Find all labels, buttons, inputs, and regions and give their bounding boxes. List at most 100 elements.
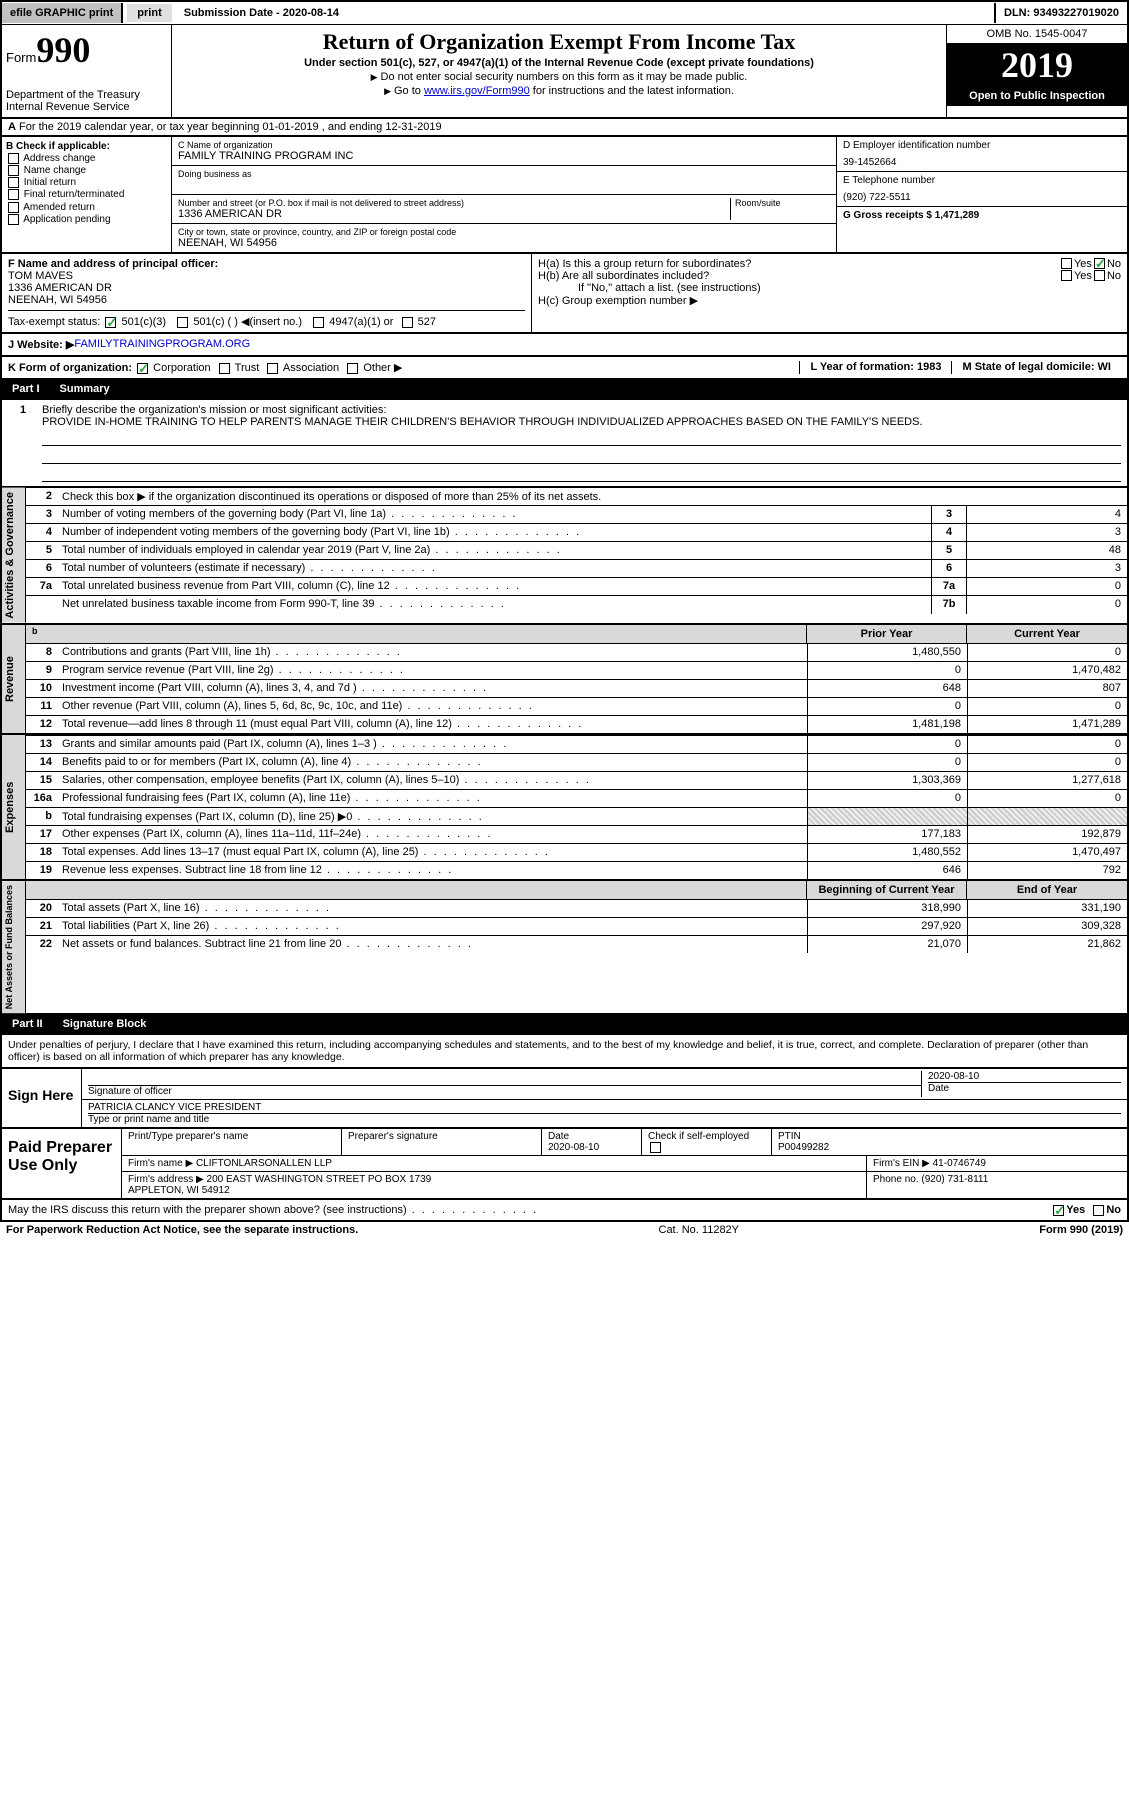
discuss-yes[interactable]: [1053, 1205, 1064, 1216]
table-row: 20Total assets (Part X, line 16)318,9903…: [26, 899, 1127, 917]
row-k: K Form of organization: Corporation Trus…: [0, 357, 1129, 380]
table-row: 9Program service revenue (Part VIII, lin…: [26, 661, 1127, 679]
hc-group-exemption: H(c) Group exemption number ▶: [538, 294, 1121, 307]
b-check-item: Initial return: [6, 177, 167, 188]
website-link[interactable]: FAMILYTRAININGPROGRAM.ORG: [74, 338, 250, 351]
irs-link[interactable]: www.irs.gov/Form990: [424, 85, 530, 97]
efile-label: efile GRAPHIC print: [2, 3, 123, 23]
mission-text: PROVIDE IN-HOME TRAINING TO HELP PARENTS…: [42, 416, 923, 428]
dba-label: Doing business as: [178, 169, 830, 179]
form-footer: Form 990 (2019): [1039, 1224, 1123, 1236]
table-row: 17Other expenses (Part IX, column (A), l…: [26, 825, 1127, 843]
signature-declaration: Under penalties of perjury, I declare th…: [0, 1035, 1129, 1069]
firm-phone: (920) 731-8111: [921, 1174, 988, 1185]
irs-label: Internal Revenue Service: [6, 101, 167, 113]
revenue-table: Revenue bPrior YearCurrent Year 8Contrib…: [0, 625, 1129, 735]
checkbox-4947[interactable]: [313, 317, 324, 328]
col-d: D Employer identification number39-14526…: [837, 137, 1127, 252]
table-row: 21Total liabilities (Part X, line 26)297…: [26, 917, 1127, 935]
table-row: 19Revenue less expenses. Subtract line 1…: [26, 861, 1127, 879]
print-button[interactable]: print: [127, 4, 171, 22]
b-check-item: Amended return: [6, 202, 167, 213]
tax-year: 2019: [947, 44, 1127, 86]
k-other[interactable]: [347, 363, 358, 374]
telephone: (920) 722-5511: [843, 192, 1121, 203]
state-domicile: M State of legal domicile: WI: [962, 361, 1111, 373]
paid-preparer-block: Paid Preparer Use Only Print/Type prepar…: [0, 1129, 1129, 1200]
row-a-tax-year: A For the 2019 calendar year, or tax yea…: [0, 119, 1129, 137]
col-b: B Check if applicable: Address change Na…: [2, 137, 172, 252]
table-row: 22Net assets or fund balances. Subtract …: [26, 935, 1127, 953]
mission-block: 1 Briefly describe the organization's mi…: [0, 400, 1129, 488]
header-left: Form990 Department of the Treasury Inter…: [2, 25, 172, 117]
form-subtitle: Under section 501(c), 527, or 4947(a)(1)…: [180, 57, 938, 69]
b-check-item: Application pending: [6, 214, 167, 225]
ha-yes[interactable]: [1061, 258, 1072, 269]
b-check-item: Final return/terminated: [6, 189, 167, 200]
row-j: J Website: ▶ FAMILYTRAININGPROGRAM.ORG: [0, 334, 1129, 357]
part2-header: Part II Signature Block: [0, 1015, 1129, 1035]
sign-here-block: Sign Here Signature of officer 2020-08-1…: [0, 1069, 1129, 1129]
k-assoc[interactable]: [267, 363, 278, 374]
header-right: OMB No. 1545-0047 2019 Open to Public In…: [947, 25, 1127, 117]
prep-date: 2020-08-10: [548, 1142, 599, 1153]
ag-row: 4Number of independent voting members of…: [26, 524, 1127, 542]
form-prefix: Form: [6, 50, 36, 65]
ag-row: 7aTotal unrelated business revenue from …: [26, 578, 1127, 596]
k-corp[interactable]: [137, 363, 148, 374]
table-row: 14Benefits paid to or for members (Part …: [26, 753, 1127, 771]
col-c: C Name of organizationFAMILY TRAINING PR…: [172, 137, 837, 252]
dept-label: Department of the Treasury: [6, 89, 167, 101]
activities-governance-table: Activities & Governance 2Check this box …: [0, 488, 1129, 625]
ag-row: 3Number of voting members of the governi…: [26, 506, 1127, 524]
table-row: 11Other revenue (Part VIII, column (A), …: [26, 697, 1127, 715]
part1-header: Part I Summary: [0, 380, 1129, 400]
header-row: Form990 Department of the Treasury Inter…: [0, 25, 1129, 119]
col-f: F Name and address of principal officer:…: [2, 254, 532, 332]
ein: 39-1452664: [843, 157, 1121, 168]
discuss-row: May the IRS discuss this return with the…: [0, 1200, 1129, 1222]
officer-name-title: PATRICIA CLANCY VICE PRESIDENT: [88, 1102, 1121, 1113]
ag-row: 6Total number of volunteers (estimate if…: [26, 560, 1127, 578]
officer-name: TOM MAVES: [8, 270, 525, 282]
b-label: B Check if applicable:: [6, 141, 167, 152]
k-trust[interactable]: [219, 363, 230, 374]
table-row: 18Total expenses. Add lines 13–17 (must …: [26, 843, 1127, 861]
net-assets-table: Net Assets or Fund Balances Beginning of…: [0, 881, 1129, 1015]
checkbox-501c[interactable]: [177, 317, 188, 328]
dln-label: DLN: 93493227019020: [994, 3, 1127, 23]
top-bar: efile GRAPHIC print print Submission Dat…: [0, 0, 1129, 25]
table-row: 13Grants and similar amounts paid (Part …: [26, 735, 1127, 753]
ag-row: 5Total number of individuals employed in…: [26, 542, 1127, 560]
expenses-table: Expenses 13Grants and similar amounts pa…: [0, 735, 1129, 881]
firm-name: CLIFTONLARSONALLEN LLP: [196, 1158, 332, 1169]
table-row: 12Total revenue—add lines 8 through 11 (…: [26, 715, 1127, 733]
ptin: P00499282: [778, 1142, 829, 1153]
checkbox-501c3[interactable]: [105, 317, 116, 328]
header-center: Return of Organization Exempt From Incom…: [172, 25, 947, 117]
hb-no[interactable]: [1094, 270, 1105, 281]
footer-notice: For Paperwork Reduction Act Notice, see …: [0, 1222, 1129, 1238]
checkbox-527[interactable]: [402, 317, 413, 328]
cat-no: Cat. No. 11282Y: [659, 1224, 740, 1236]
self-employed-check[interactable]: [650, 1142, 661, 1153]
hb-yes[interactable]: [1061, 270, 1072, 281]
section-fh: F Name and address of principal officer:…: [0, 254, 1129, 334]
note-ssn: Do not enter social security numbers on …: [180, 71, 938, 83]
table-row: 8Contributions and grants (Part VIII, li…: [26, 643, 1127, 661]
sign-date: 2020-08-10: [928, 1071, 1121, 1082]
table-row: 16aProfessional fundraising fees (Part I…: [26, 789, 1127, 807]
org-name: FAMILY TRAINING PROGRAM INC: [178, 150, 830, 162]
table-row: 10Investment income (Part VIII, column (…: [26, 679, 1127, 697]
discuss-no[interactable]: [1093, 1205, 1104, 1216]
omb-number: OMB No. 1545-0047: [947, 25, 1127, 44]
ha-no[interactable]: [1094, 258, 1105, 269]
ag-row: Net unrelated business taxable income fr…: [26, 596, 1127, 614]
col-h: H(a) Is this a group return for subordin…: [532, 254, 1127, 332]
goto-suffix: for instructions and the latest informat…: [530, 85, 734, 97]
b-check-item: Address change: [6, 153, 167, 164]
submission-date: Submission Date - 2020-08-14: [176, 3, 347, 23]
goto-prefix: Go to: [384, 85, 424, 97]
year-formation: L Year of formation: 1983: [810, 361, 941, 373]
firm-ein: 41-0746749: [933, 1158, 986, 1169]
